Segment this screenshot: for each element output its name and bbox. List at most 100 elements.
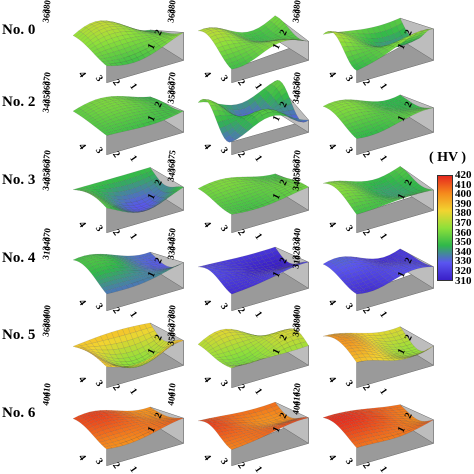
colorbar-tick-label: 370 [455,217,472,229]
z-tick-label: 340 [40,176,52,192]
axis-tick-label: 4 [201,374,213,384]
z-tick-label: 410 [165,382,177,398]
axis-tick-label: 2 [360,77,372,87]
axis-tick-label: 2 [278,256,290,265]
z-tick-label: 320 [290,245,302,261]
colorbar-tick-label: 310 [455,274,472,287]
z-tick-label: 340 [40,236,52,252]
z-tick-label: 360 [290,8,302,24]
colorbar-tick-label: 340 [455,245,472,258]
axis-tick-label: 4 [76,69,88,79]
axis-tick-label: 2 [235,149,247,159]
z-tick-label: 350 [165,227,177,243]
axis-tick-label: 3 [343,145,355,155]
z-tick-label: 330 [165,245,177,261]
axis-tick-label: 1 [271,42,283,51]
z-tick-label: 360 [40,8,52,24]
axis-tick-label: 1 [252,386,264,396]
surface-cell [300,119,310,122]
row-label: No. 3 [2,172,36,188]
surface-cell [425,345,434,351]
row-label: No. 6 [2,405,36,421]
axis-tick-label: 1 [252,153,264,163]
axis-tick-label: 4 [201,452,213,462]
axis-tick-label: 3 [93,456,105,466]
axis-tick-label: 3 [218,73,230,83]
row-label: No. 2 [2,94,36,110]
axis-tick-label: 1 [377,386,389,396]
axis-tick-label: 1 [271,347,283,356]
z-tick-label: 380 [40,313,52,329]
axis-tick-label: 4 [326,374,338,384]
axis-tick-label: 1 [146,192,158,201]
axis-tick-label: 4 [76,219,88,229]
axis-tick-label: 2 [278,28,290,37]
surface-cell [300,40,309,42]
z-tick-label: 340 [290,227,302,243]
axis-tick-label: 1 [377,464,389,474]
axis-tick-label: 3 [93,73,105,83]
axis-tick-label: 2 [360,305,372,315]
axis-tick-label: 2 [110,460,122,470]
axis-tick-label: 1 [396,192,408,201]
axis-tick-label: 2 [278,100,290,109]
surface-cell [425,107,434,110]
axis-tick-label: 1 [252,231,264,241]
row-label: No. 0 [2,22,36,38]
axis-tick-label: 1 [146,42,158,51]
colorbar-tick-label: 420 [455,169,472,181]
z-tick-label: 360 [165,80,177,96]
axis-tick-label: 2 [403,178,415,187]
z-tick-label: 345 [165,167,177,183]
z-tick-label: 350 [290,80,302,96]
axis-tick-label: 3 [343,73,355,83]
axis-tick-label: 1 [396,425,408,434]
axis-tick-label: 3 [343,456,355,466]
colorbar-tick-label: 350 [455,236,472,249]
z-tick-label: 360 [290,158,302,174]
axis-tick-label: 1 [396,114,408,123]
axis-tick-label: 1 [252,309,264,319]
surface-cell [175,110,185,114]
axis-tick-label: 2 [110,149,122,159]
axis-tick-label: 1 [377,153,389,163]
z-tick-label: 340 [290,89,302,105]
z-tick-label: 380 [165,304,177,320]
axis-tick-label: 4 [201,141,213,151]
axis-tick-label: 1 [127,231,139,241]
axis-tick-label: 2 [278,333,290,342]
axis-tick-label: 1 [377,231,389,241]
colorbar-title: ( HV ) [429,150,467,165]
axis-tick-label: 2 [110,77,122,87]
z-tick-label: 340 [290,176,302,192]
axis-tick-label: 3 [93,223,105,233]
axis-tick-label: 3 [218,378,230,388]
axis-tick-label: 4 [326,452,338,462]
axis-tick-label: 4 [201,69,213,79]
axis-tick-label: 4 [76,141,88,151]
surface-cell [175,262,184,267]
axis-tick-label: 1 [271,270,283,279]
z-tick-label: 360 [40,80,52,96]
z-tick-label: 400 [40,391,52,407]
axis-tick-label: 4 [326,297,338,307]
z-tick-label: 400 [290,304,302,320]
axis-tick-label: 1 [146,270,158,279]
axis-tick-label: 4 [326,219,338,229]
z-tick-label: 360 [290,322,302,338]
z-tick-label: 370 [40,71,52,87]
axis-tick-label: 2 [235,77,247,87]
colorbar-gradient [437,175,453,281]
axis-tick-label: 4 [76,297,88,307]
z-tick-label: 370 [40,227,52,243]
colorbar-tick-label: 410 [455,178,472,191]
